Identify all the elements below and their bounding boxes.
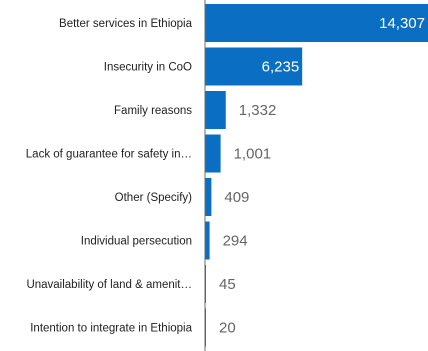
category-label-3: Lack of guarantee for safety in… (26, 149, 192, 161)
value-label-2: 1,332 (239, 102, 277, 119)
category-label-5: Individual persecution (81, 236, 192, 248)
value-label-4: 409 (224, 189, 249, 206)
value-label-6: 45 (219, 276, 236, 293)
bar-0 (205, 4, 428, 42)
category-labels-group: Better services in Ethiopia Insecurity in… (26, 18, 193, 335)
category-label-7: Intention to integrate in Ethiopia (30, 323, 192, 335)
value-label-0: 14,307 (379, 15, 425, 32)
value-label-5: 294 (223, 233, 248, 250)
category-label-1: Insecurity in CoO (104, 62, 192, 74)
value-label-7: 20 (219, 320, 236, 337)
bar-5 (205, 221, 210, 260)
bar-1 (205, 47, 303, 86)
value-label-3: 1,001 (234, 146, 272, 163)
bar-4 (205, 178, 212, 216)
value-label-1: 6,235 (262, 59, 300, 76)
bars-group (205, 4, 428, 347)
category-label-0: Better services in Ethiopia (59, 18, 193, 30)
bar-3 (205, 134, 221, 173)
category-label-2: Family reasons (114, 105, 192, 117)
category-label-6: Unavailability of land & amenit… (26, 279, 192, 291)
bar-2 (205, 91, 226, 129)
category-label-4: Other (Specify) (115, 192, 192, 204)
value-labels-group: 14,307 6,235 1,332 1,001 409 294 45 20 (219, 15, 425, 337)
